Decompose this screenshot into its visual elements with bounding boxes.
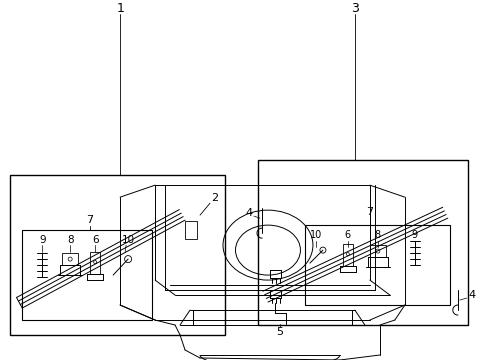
Text: 9: 9	[39, 235, 45, 245]
Text: 3: 3	[350, 2, 358, 15]
Bar	[184, 221, 197, 239]
Bar	[22, 230, 152, 320]
Text: 8: 8	[374, 230, 380, 240]
Text: 10: 10	[309, 230, 322, 240]
Bar	[305, 225, 449, 305]
Text: 5: 5	[276, 327, 283, 337]
Text: 8: 8	[67, 235, 73, 245]
Text: 1: 1	[116, 2, 124, 15]
Text: 10: 10	[122, 235, 134, 245]
Bar	[258, 160, 467, 325]
Text: 9: 9	[411, 230, 417, 240]
Text: 7: 7	[366, 207, 373, 217]
Text: 4: 4	[245, 208, 252, 218]
Bar	[62, 253, 78, 265]
Bar	[342, 244, 352, 266]
Text: 7: 7	[86, 215, 94, 225]
Text: 2: 2	[211, 193, 218, 203]
Text: 4: 4	[468, 290, 474, 300]
Bar	[90, 252, 100, 274]
Bar	[369, 245, 385, 257]
Text: 6: 6	[92, 235, 98, 245]
Text: 6: 6	[344, 230, 350, 240]
Bar	[10, 175, 224, 335]
